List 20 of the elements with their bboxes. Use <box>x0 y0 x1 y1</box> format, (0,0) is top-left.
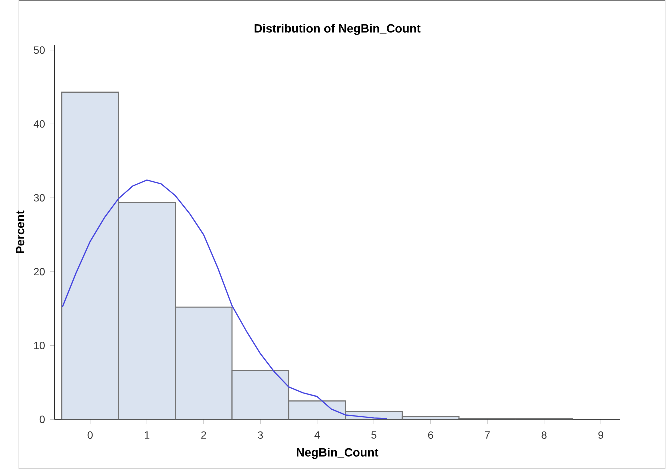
y-tick-label: 0 <box>40 416 45 424</box>
y-tick-label: 30 <box>34 194 45 202</box>
y-axis-title: Percent <box>16 210 25 254</box>
x-tick-label: 1 <box>145 432 150 439</box>
x-tick-label: 0 <box>88 432 93 440</box>
x-tick-label: 5 <box>372 432 377 440</box>
x-tick-label: 7 <box>485 432 490 439</box>
y-tick-label: 50 <box>34 46 45 54</box>
chart-title: Distribution of NegBin_Count <box>254 24 421 36</box>
x-tick-label: 9 <box>598 432 604 440</box>
line-series <box>62 180 388 420</box>
x-tick-label: 3 <box>258 432 264 440</box>
x-axis-title: NegBin_Count <box>297 448 379 460</box>
x-tick-label: 4 <box>314 432 320 439</box>
x-tick-label: 6 <box>428 432 434 440</box>
y-tick-label: 10 <box>34 342 45 350</box>
y-tick-label: 40 <box>34 120 45 128</box>
y-tick-label: 20 <box>34 268 45 276</box>
x-tick-label: 8 <box>542 432 547 440</box>
x-tick-label: 2 <box>201 432 206 440</box>
